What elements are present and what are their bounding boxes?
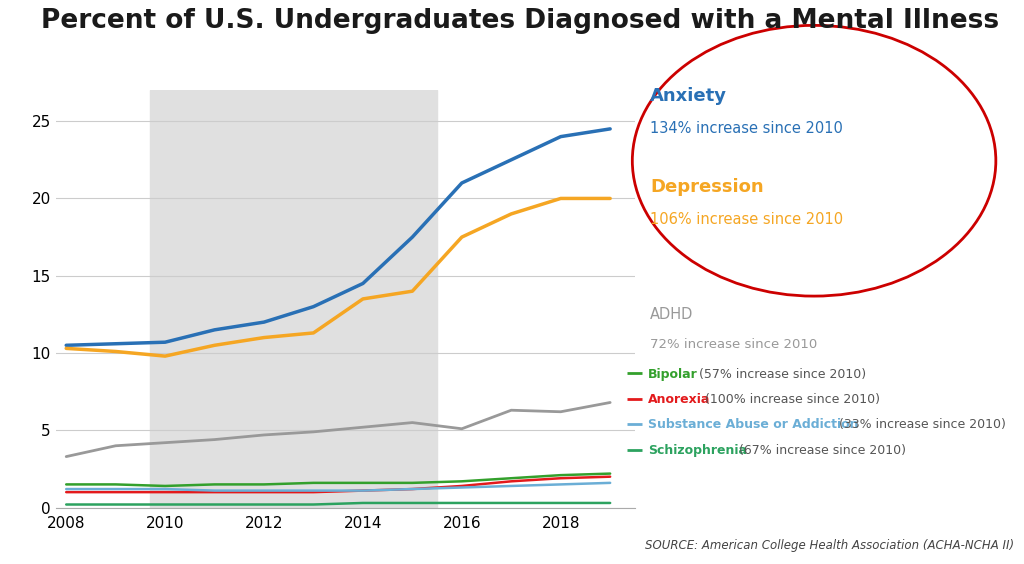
Text: Depression: Depression: [650, 178, 764, 196]
Text: 134% increase since 2010: 134% increase since 2010: [650, 121, 843, 136]
Bar: [151, 90, 437, 508]
Text: Substance Abuse or Addiction: Substance Abuse or Addiction: [648, 418, 859, 431]
Text: (33% increase since 2010): (33% increase since 2010): [835, 418, 1006, 431]
Text: (100% increase since 2010): (100% increase since 2010): [701, 393, 881, 406]
Text: Anxiety: Anxiety: [650, 87, 727, 105]
Text: Bipolar: Bipolar: [648, 368, 698, 381]
Text: Percent of U.S. Undergraduates Diagnosed with a Mental Illness: Percent of U.S. Undergraduates Diagnosed…: [41, 8, 999, 34]
Text: 106% increase since 2010: 106% increase since 2010: [650, 212, 844, 227]
Text: (67% increase since 2010): (67% increase since 2010): [735, 444, 905, 457]
Text: Anorexia: Anorexia: [648, 393, 711, 406]
Text: (57% increase since 2010): (57% increase since 2010): [694, 368, 866, 381]
Text: Schizophrenia: Schizophrenia: [648, 444, 748, 457]
Text: ADHD: ADHD: [650, 307, 693, 323]
Text: 72% increase since 2010: 72% increase since 2010: [650, 338, 817, 351]
Text: SOURCE: American College Health Association (ACHA-NCHA II): SOURCE: American College Health Associat…: [645, 539, 1014, 552]
